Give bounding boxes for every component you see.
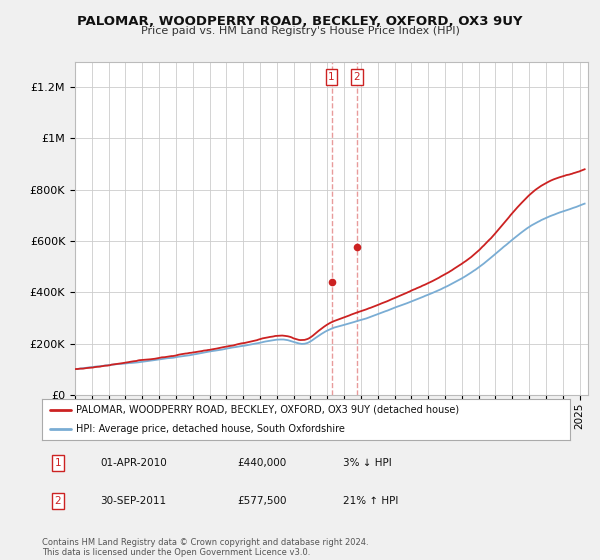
Text: PALOMAR, WOODPERRY ROAD, BECKLEY, OXFORD, OX3 9UY: PALOMAR, WOODPERRY ROAD, BECKLEY, OXFORD…	[77, 15, 523, 28]
Text: Price paid vs. HM Land Registry's House Price Index (HPI): Price paid vs. HM Land Registry's House …	[140, 26, 460, 36]
Text: Contains HM Land Registry data © Crown copyright and database right 2024.
This d: Contains HM Land Registry data © Crown c…	[42, 538, 368, 557]
Text: 1: 1	[55, 458, 61, 468]
Text: HPI: Average price, detached house, South Oxfordshire: HPI: Average price, detached house, Sout…	[76, 423, 345, 433]
Text: 2: 2	[55, 496, 61, 506]
Text: £577,500: £577,500	[238, 496, 287, 506]
Text: 01-APR-2010: 01-APR-2010	[100, 458, 167, 468]
Text: PALOMAR, WOODPERRY ROAD, BECKLEY, OXFORD, OX3 9UY (detached house): PALOMAR, WOODPERRY ROAD, BECKLEY, OXFORD…	[76, 405, 460, 415]
Text: 3% ↓ HPI: 3% ↓ HPI	[343, 458, 392, 468]
Text: £440,000: £440,000	[238, 458, 287, 468]
Text: 2: 2	[353, 72, 360, 82]
Text: 21% ↑ HPI: 21% ↑ HPI	[343, 496, 398, 506]
Text: 1: 1	[328, 72, 335, 82]
Text: 30-SEP-2011: 30-SEP-2011	[100, 496, 166, 506]
